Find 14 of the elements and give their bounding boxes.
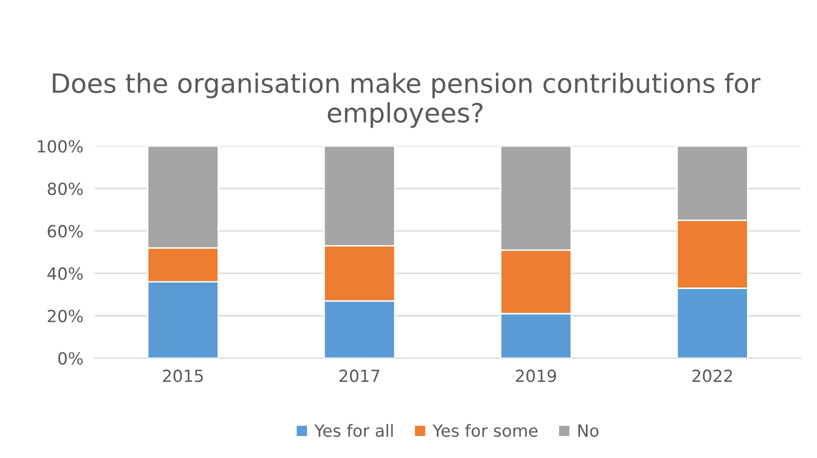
x-tick-label: 2017 [339, 370, 380, 382]
legend-label: Yes for some [432, 424, 538, 437]
y-tick-label: 60% [48, 224, 83, 238]
x-tick-label: 2022 [692, 370, 732, 382]
legend-label: Yes for all [314, 424, 393, 437]
y-tick-label: 0% [58, 352, 83, 365]
chart-title: Does the organisation make pension contributions for employees? [52, 72, 760, 128]
y-tick-label: 80% [48, 182, 83, 196]
y-tick-label: 100% [38, 140, 83, 153]
y-tick-label: 40% [47, 267, 83, 280]
y-tick-label: 20% [48, 310, 83, 322]
legend-label: No [578, 424, 598, 437]
x-tick-label: 2019 [516, 370, 556, 382]
x-tick-label: 2015 [163, 370, 203, 382]
